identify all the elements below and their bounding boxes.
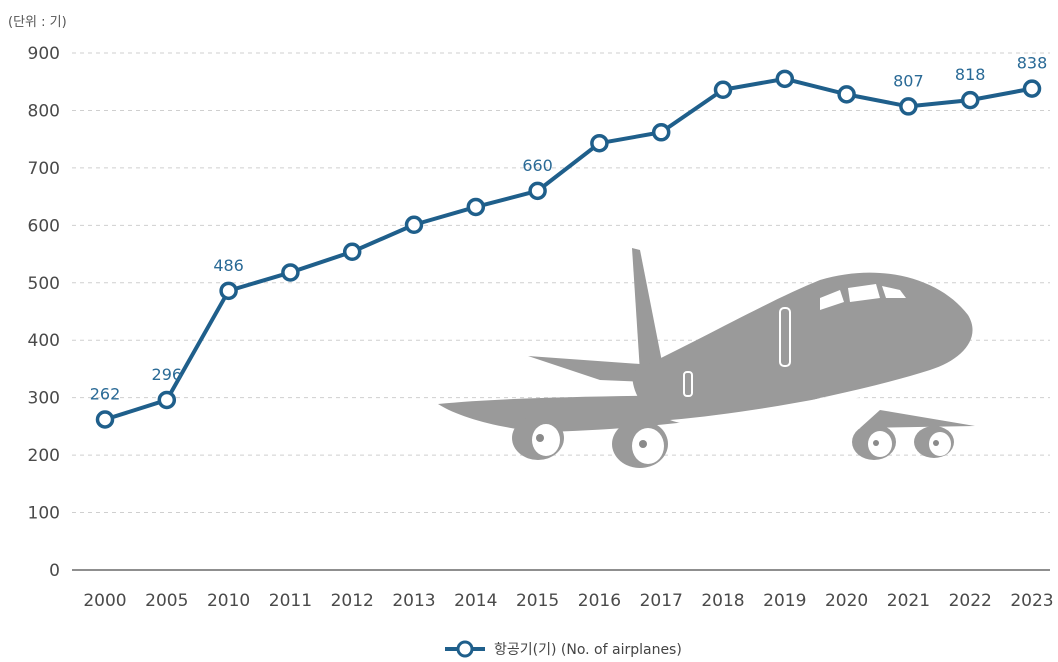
y-tick-label: 500 (28, 274, 60, 294)
data-point (1022, 79, 1042, 98)
legend-label: 항공기(기) (No. of airplanes) (494, 642, 682, 658)
x-tick-label: 2015 (516, 591, 559, 611)
y-axis-ticks: 0 100 200 300 400 500 600 700 800 900 (28, 44, 60, 581)
data-label: 818 (955, 65, 986, 84)
data-label: 838 (1017, 54, 1048, 73)
x-tick-label: 2012 (331, 591, 374, 611)
gridlines (72, 52, 1050, 514)
y-tick-label: 900 (28, 44, 60, 64)
data-point (713, 80, 733, 100)
x-axis-ticks: 2000 2005 2010 2011 2012 2013 2014 2015 2016 2017… (83, 591, 1053, 611)
x-tick-label: 2010 (207, 591, 250, 611)
data-point (95, 410, 115, 429)
x-tick-label: 2021 (887, 591, 930, 611)
data-point (837, 85, 856, 104)
x-tick-label: 2013 (392, 591, 435, 611)
data-point (466, 197, 486, 217)
x-tick-label: 2005 (145, 591, 188, 611)
x-tick-label: 2022 (949, 591, 992, 611)
series-line (104, 76, 1033, 422)
data-point (342, 242, 362, 262)
x-tick-label: 2017 (640, 591, 683, 611)
airplane-details (532, 284, 972, 464)
data-labels: 262 296 486 660 807 818 838 (90, 54, 1048, 404)
airplane-icon (438, 248, 975, 468)
y-tick-label: 800 (28, 101, 60, 121)
y-tick-label: 600 (28, 216, 60, 236)
data-point (651, 123, 671, 142)
x-tick-label: 2014 (454, 591, 497, 611)
x-tick-label: 2020 (825, 591, 868, 611)
data-point (899, 97, 918, 116)
y-tick-label: 700 (28, 159, 60, 179)
x-tick-label: 2019 (763, 591, 806, 611)
data-points (95, 69, 1042, 429)
x-tick-label: 2023 (1010, 591, 1053, 611)
y-tick-label: 0 (49, 561, 60, 581)
data-label: 486 (213, 256, 244, 275)
y-tick-label: 100 (28, 504, 60, 524)
data-point (281, 263, 300, 282)
data-point (219, 281, 238, 301)
data-point (157, 390, 177, 410)
x-tick-label: 2000 (83, 591, 126, 611)
data-point (528, 181, 547, 201)
y-tick-label: 400 (28, 331, 60, 351)
legend-marker (456, 640, 474, 658)
x-tick-label: 2018 (701, 591, 744, 611)
data-point (404, 215, 424, 235)
data-point (590, 133, 609, 153)
data-point (960, 90, 980, 110)
data-label: 660 (522, 156, 553, 175)
x-tick-label: 2011 (269, 591, 312, 611)
x-tick-label: 2016 (578, 591, 621, 611)
y-tick-label: 300 (28, 389, 60, 409)
data-label: 807 (893, 71, 924, 90)
data-point (775, 69, 795, 89)
unit-label: (단위 : 기) (8, 15, 67, 30)
data-label: 262 (90, 384, 121, 403)
y-tick-label: 200 (28, 446, 60, 466)
airplane-hubs (536, 434, 939, 448)
legend: 항공기(기) (No. of airplanes) (445, 640, 682, 658)
data-label: 296 (152, 365, 183, 384)
